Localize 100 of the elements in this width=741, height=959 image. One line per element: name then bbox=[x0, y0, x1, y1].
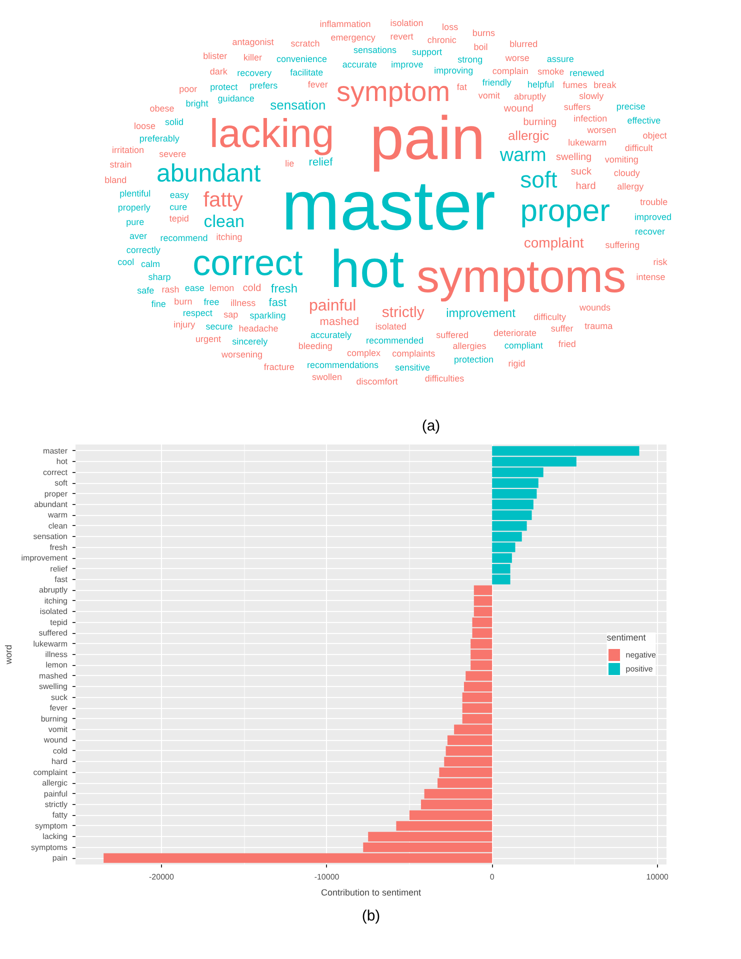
legend-label: positive bbox=[626, 664, 653, 673]
category-label: improving bbox=[434, 65, 474, 76]
x-tick-label: -20000 bbox=[149, 872, 174, 882]
category-label: strain bbox=[110, 160, 132, 170]
category-label: urgent bbox=[196, 334, 222, 344]
category-label: allergies bbox=[452, 341, 487, 352]
y-tick-label: pain bbox=[52, 854, 68, 863]
category-label: inflammation bbox=[320, 19, 371, 30]
category-label: blister bbox=[203, 51, 228, 62]
y-tick-label: painful bbox=[44, 789, 68, 798]
category-label: difficult bbox=[624, 143, 654, 154]
category-label: properly bbox=[118, 202, 151, 213]
category-label: strictly bbox=[382, 304, 425, 321]
category-label: fried bbox=[558, 338, 576, 349]
category-label: accurately bbox=[310, 330, 352, 340]
category-label: correctly bbox=[126, 245, 161, 256]
category-label: abruptly bbox=[514, 92, 547, 102]
category-label: blurred bbox=[510, 39, 538, 50]
category-label: easy bbox=[170, 190, 190, 200]
category-label: worsening bbox=[220, 350, 262, 360]
category-label: proper bbox=[520, 193, 610, 228]
y-tick-label: strictly bbox=[44, 800, 68, 809]
category-label: ease bbox=[184, 282, 204, 293]
category-label: risk bbox=[653, 257, 668, 268]
category-label: abundant bbox=[156, 160, 261, 188]
x-axis-title: Contribution to sentiment bbox=[320, 888, 422, 898]
category-label: trouble bbox=[640, 196, 668, 207]
category-label: poor bbox=[179, 84, 198, 94]
category-label: fresh bbox=[270, 282, 298, 296]
category-label: lemon bbox=[210, 282, 234, 293]
category-label: emergency bbox=[330, 32, 376, 42]
category-label: suffers bbox=[564, 102, 592, 112]
category-label: calm bbox=[140, 258, 160, 269]
category-label: sensations bbox=[354, 45, 398, 56]
category-label: allergic bbox=[508, 128, 550, 144]
y-tick-label: lemon bbox=[46, 660, 68, 670]
y-tick-label: fresh bbox=[50, 542, 68, 552]
category-label: aver bbox=[129, 231, 147, 242]
y-tick-label: relief bbox=[50, 564, 68, 574]
y-tick-label: hard bbox=[51, 757, 68, 766]
text: (a) bbox=[422, 418, 440, 434]
y-tick-label: fast bbox=[54, 575, 68, 584]
category-label: illness bbox=[230, 298, 256, 308]
category-label: tepid bbox=[169, 214, 189, 224]
category-label: cloudy bbox=[614, 168, 640, 178]
category-label: slowly bbox=[579, 91, 604, 102]
category-label: burns bbox=[472, 28, 496, 38]
category-label: sap bbox=[224, 310, 238, 320]
category-label: suffering bbox=[605, 240, 640, 250]
category-label: convenience bbox=[276, 54, 328, 64]
category-label: break bbox=[594, 80, 617, 90]
category-label: effective bbox=[627, 116, 661, 126]
category-label: complaints bbox=[392, 348, 436, 358]
category-label: protect bbox=[210, 82, 238, 92]
category-label: recommend bbox=[160, 233, 208, 244]
category-label: itching bbox=[216, 232, 242, 242]
x-tick-label: -10000 bbox=[314, 872, 340, 882]
y-tick-label: improvement bbox=[21, 554, 68, 563]
category-label: discomfort bbox=[356, 376, 398, 387]
category-label: cure bbox=[170, 202, 188, 212]
category-label: relief bbox=[308, 156, 334, 168]
category-label: headache bbox=[238, 323, 278, 334]
y-tick-label: wound bbox=[42, 736, 68, 745]
category-label: irritation bbox=[112, 144, 144, 155]
category-label: sensitive bbox=[395, 362, 430, 372]
category-label: cold bbox=[242, 283, 262, 294]
category-label: antagonist bbox=[232, 36, 274, 47]
category-label: respect bbox=[182, 308, 213, 318]
y-tick-label: suck bbox=[51, 692, 68, 702]
y-tick-label: vomit bbox=[48, 725, 68, 734]
category-label: boil bbox=[474, 42, 488, 52]
category-label: facilitate bbox=[290, 68, 324, 78]
category-label: fever bbox=[308, 80, 328, 90]
category-label: cool bbox=[118, 256, 134, 267]
category-label: friendly bbox=[482, 77, 512, 88]
y-tick-label: fatty bbox=[52, 810, 68, 820]
y-axis-title: word bbox=[3, 644, 14, 666]
category-label: chronic bbox=[427, 34, 457, 45]
y-tick-label: suffered bbox=[38, 628, 68, 638]
category-label: assure bbox=[546, 54, 574, 64]
y-tick-label: burning bbox=[40, 714, 68, 724]
y-tick-label: isolated bbox=[40, 607, 68, 616]
category-label: safe bbox=[137, 285, 154, 296]
y-tick-label: master bbox=[43, 446, 68, 456]
y-tick-label: abruptly bbox=[39, 586, 68, 595]
category-label: severe bbox=[159, 149, 186, 160]
category-label: allergy bbox=[617, 182, 644, 192]
category-label: fatty bbox=[203, 188, 244, 212]
category-label: hot bbox=[330, 240, 404, 299]
category-label: painful bbox=[309, 297, 356, 314]
y-tick-label: fever bbox=[50, 704, 68, 713]
category-label: scratch bbox=[290, 38, 320, 49]
category-label: deteriorate bbox=[493, 328, 536, 338]
y-tick-label: swelling bbox=[39, 682, 68, 692]
category-label: improved bbox=[634, 212, 672, 222]
y-tick-label: mashed bbox=[39, 671, 68, 680]
category-label: isolation bbox=[390, 18, 424, 28]
category-label: wounds bbox=[578, 302, 611, 312]
category-label: infection bbox=[574, 113, 608, 124]
y-tick-label: illness bbox=[45, 650, 68, 659]
